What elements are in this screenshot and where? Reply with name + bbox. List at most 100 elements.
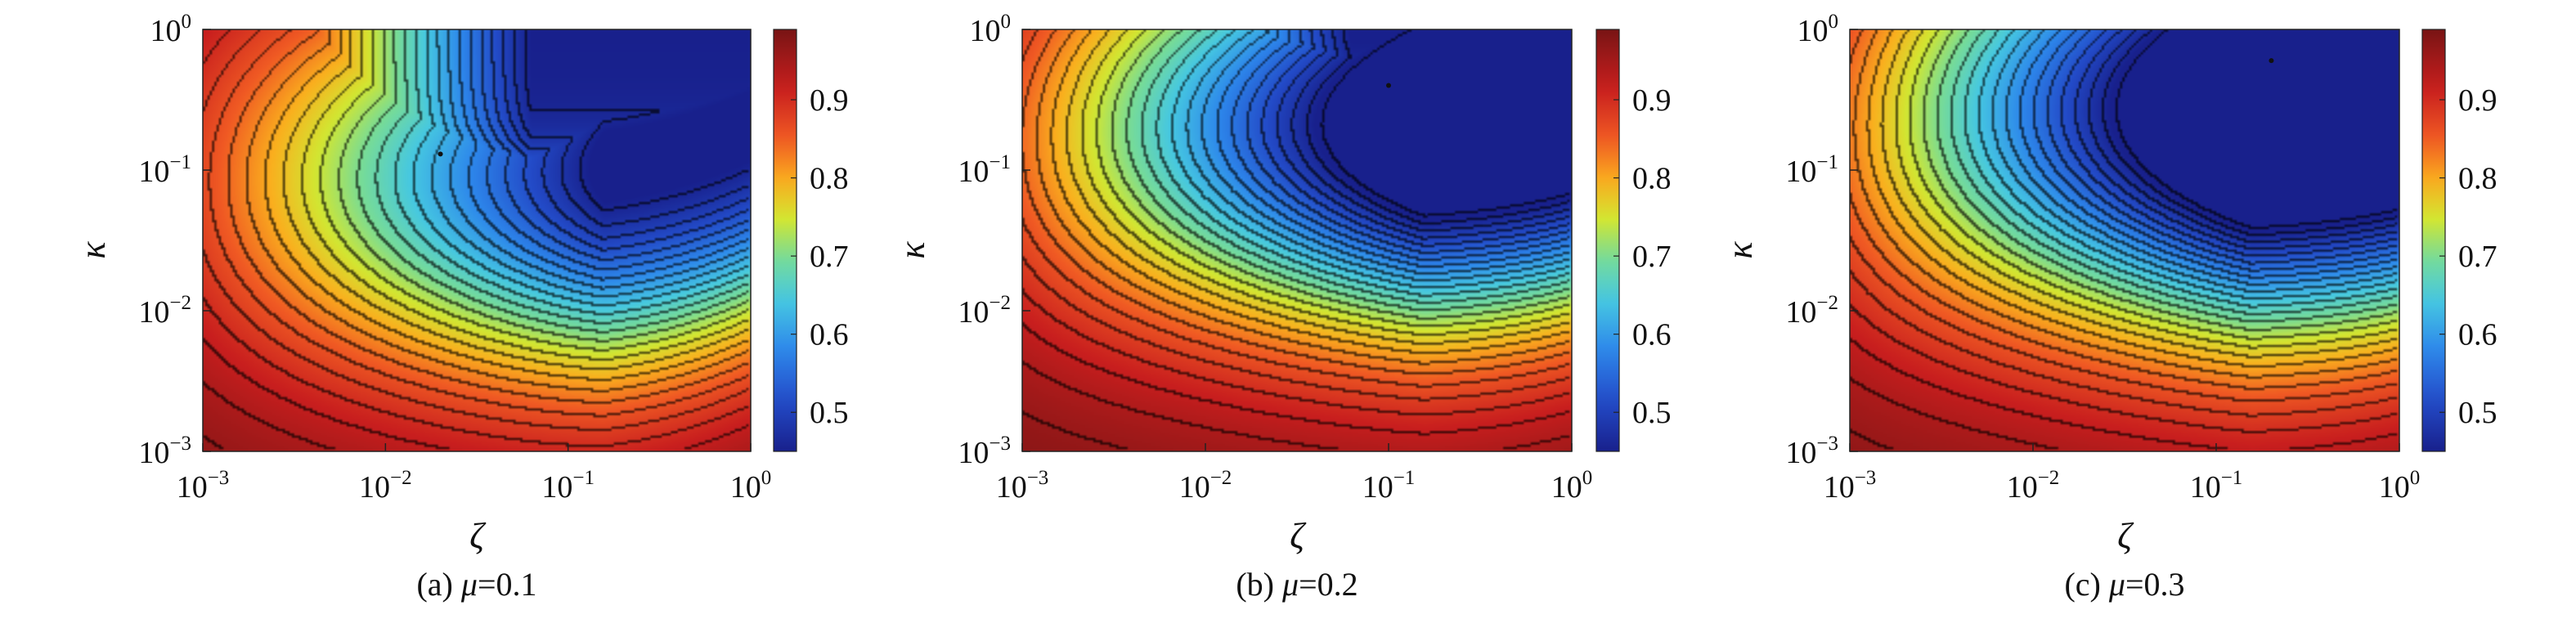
caption-symbol: μ xyxy=(2108,566,2125,603)
x-axis-label: ζ xyxy=(1290,516,1307,556)
x-tick-label-base: 10 xyxy=(1362,470,1393,505)
x-tick-label-exp: −1 xyxy=(1393,467,1416,489)
heatmap-surface xyxy=(203,29,751,451)
x-tick-label-base: 10 xyxy=(1824,470,1855,505)
caption-prefix: (c) xyxy=(2064,566,2108,603)
x-tick-label-base: 10 xyxy=(2379,470,2410,505)
colorbar-tick-label: 0.8 xyxy=(2458,162,2497,196)
colorbar-tick-label: 0.6 xyxy=(2458,318,2497,352)
colorbar-tick-label: 0.8 xyxy=(1632,162,1672,196)
minimum-point xyxy=(1386,83,1391,88)
y-tick-label-exp: −3 xyxy=(989,433,1011,455)
colorbar xyxy=(1595,29,1620,452)
panel-3: 10−3 10−2 10−1 10010−310−210−1100ζκ0.50.60.… xyxy=(1720,11,2497,603)
panel-2: 10−3 10−2 10−1 10010−310−210−1100ζκ0.50.60.… xyxy=(892,11,1672,603)
y-tick-label: 10−3 xyxy=(138,433,191,470)
panel-1: 10−3 10−2 10−1 10010−310−210−1100ζκ0.50.60.… xyxy=(73,11,849,603)
x-tick-label: 10−2 xyxy=(2007,467,2060,505)
colorbar-tick-label: 0.5 xyxy=(810,396,849,430)
y-tick-label: 10−2 xyxy=(138,292,191,330)
y-axis-label: κ xyxy=(1720,241,1760,259)
minimum-point xyxy=(2269,58,2274,64)
caption-value: =0.1 xyxy=(478,566,537,603)
y-axis-label: κ xyxy=(73,241,113,259)
caption-symbol: μ xyxy=(1281,566,1299,603)
colorbar xyxy=(2421,29,2446,452)
y-tick-label-base: 10 xyxy=(1785,295,1816,330)
colorbar-tick-label: 0.5 xyxy=(2458,396,2497,430)
y-tick-label-base: 10 xyxy=(970,14,1001,48)
colorbar-tick-label: 0.9 xyxy=(810,83,849,118)
y-tick-label: 100 xyxy=(1797,11,1839,48)
x-tick-label-exp: 0 xyxy=(2410,467,2421,489)
x-tick-label-base: 10 xyxy=(1179,470,1210,505)
y-axis-label: κ xyxy=(892,241,932,259)
x-tick-label: 10−1 xyxy=(541,467,595,505)
y-tick-label: 10−2 xyxy=(958,292,1011,330)
y-tick-label-base: 10 xyxy=(1797,14,1829,48)
y-tick-label-base: 10 xyxy=(1785,436,1816,470)
x-tick-label-exp: −3 xyxy=(1855,467,1877,489)
x-tick-label-exp: 0 xyxy=(761,467,772,489)
y-tick-label-exp: −2 xyxy=(169,292,191,314)
heatmap-surface xyxy=(1022,29,1572,451)
x-tick-label: 10−2 xyxy=(359,467,412,505)
x-tick-label: 10−3 xyxy=(177,467,230,505)
x-tick-label-base: 10 xyxy=(2007,470,2038,505)
x-tick-label: 10−2 xyxy=(1179,467,1232,505)
y-tick-label-exp: −1 xyxy=(169,151,191,173)
x-tick-label-exp: 0 xyxy=(1582,467,1593,489)
y-tick-label-base: 10 xyxy=(138,436,169,470)
x-tick-label: 10−3 xyxy=(1824,467,1877,505)
x-tick-label-base: 10 xyxy=(730,470,761,505)
x-tick-label-exp: −2 xyxy=(1210,467,1232,489)
panel-caption: (c) μ=0.3 xyxy=(2064,566,2184,603)
caption-prefix: (b) xyxy=(1236,566,1282,603)
colorbar xyxy=(773,29,797,452)
y-tick-label-exp: −3 xyxy=(1816,433,1838,455)
x-axis-label: ζ xyxy=(469,516,487,556)
y-tick-label-exp: −1 xyxy=(1816,151,1838,173)
y-tick-label-exp: 0 xyxy=(1001,11,1012,33)
x-tick-label-exp: −1 xyxy=(2221,467,2243,489)
colorbar-tick-label: 0.9 xyxy=(2458,83,2497,118)
panel-caption: (a) μ=0.1 xyxy=(416,566,536,603)
y-tick-label-base: 10 xyxy=(138,295,169,330)
plot-frame xyxy=(1021,29,1573,452)
x-tick-label-base: 10 xyxy=(996,470,1027,505)
caption-symbol: μ xyxy=(460,566,478,603)
x-tick-label-base: 10 xyxy=(359,470,390,505)
colorbar-tick-label: 0.9 xyxy=(1632,83,1672,118)
x-tick-label-base: 10 xyxy=(541,470,572,505)
y-tick-label-base: 10 xyxy=(958,436,989,470)
x-tick-label-base: 10 xyxy=(2190,470,2221,505)
heatmap-surface xyxy=(1850,29,2399,451)
y-tick-label: 10−1 xyxy=(1785,151,1838,189)
x-tick-label: 10−3 xyxy=(996,467,1049,505)
y-tick-label: 10−2 xyxy=(1785,292,1838,330)
y-tick-label-base: 10 xyxy=(150,14,182,48)
caption-value: =0.3 xyxy=(2125,566,2185,603)
x-tick-label: 100 xyxy=(2379,467,2421,505)
y-tick-label: 10−3 xyxy=(958,433,1011,470)
y-tick-label-base: 10 xyxy=(1785,155,1816,189)
x-tick-label-exp: −1 xyxy=(572,467,595,489)
caption-value: =0.2 xyxy=(1299,566,1358,603)
y-tick-label-exp: −3 xyxy=(169,433,191,455)
x-tick-label: 100 xyxy=(1551,467,1593,505)
y-tick-label-exp: 0 xyxy=(1829,11,1839,33)
colorbar-tick-label: 0.6 xyxy=(1632,318,1672,352)
y-tick-label-base: 10 xyxy=(958,295,989,330)
y-tick-label-exp: −2 xyxy=(989,292,1011,314)
caption-prefix: (a) xyxy=(416,566,460,603)
x-tick-label-base: 10 xyxy=(1551,470,1582,505)
x-tick-label-exp: −3 xyxy=(1027,467,1049,489)
y-tick-label: 100 xyxy=(970,11,1012,48)
y-tick-label-exp: −2 xyxy=(1816,292,1838,314)
colorbar-tick-label: 0.8 xyxy=(810,162,849,196)
colorbar-tick-label: 0.7 xyxy=(1632,240,1672,274)
x-tick-label-exp: −2 xyxy=(2038,467,2060,489)
x-axis-label: ζ xyxy=(2117,516,2134,556)
